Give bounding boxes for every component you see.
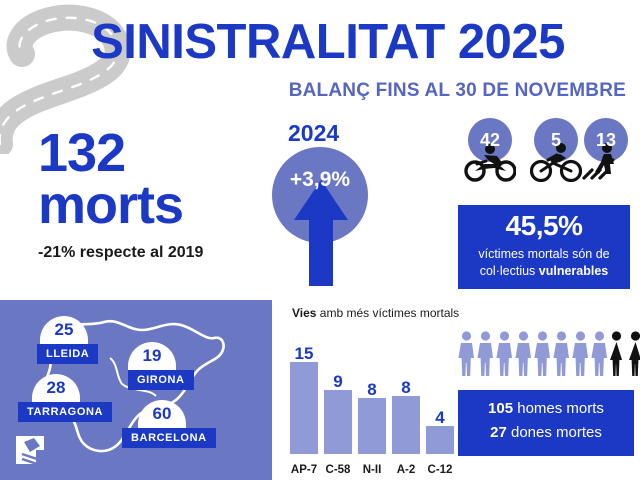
vulnerable-text-line1: víctimes mortals són de [478, 247, 610, 261]
map-badge-label: BARCELONA [122, 428, 216, 448]
gender-women-line: 27 dones mortes [458, 424, 634, 441]
bar-rect [324, 390, 352, 454]
gender-men-label: homes morts [513, 400, 604, 417]
bar-label: N-II [362, 464, 382, 476]
bar-group: 9 C-58 [324, 330, 352, 480]
vulnerable-count: 5 [550, 130, 561, 150]
bar-value: 8 [401, 378, 411, 397]
gender-women-label: dones mortes [506, 424, 602, 441]
male-person-icon [534, 331, 550, 376]
female-person-icon [629, 331, 640, 376]
map-badge-label: GIRONA [128, 370, 194, 390]
male-person-icon [572, 331, 588, 376]
chart-title-emphasis: Vies [292, 306, 317, 320]
bar-label: AP-7 [290, 464, 318, 476]
map-badge-label: TARRAGONA [18, 402, 113, 422]
bar-rect [358, 398, 386, 454]
vulnerable-text-prefix: col·lectius [479, 264, 539, 278]
motorcycle-icon [464, 144, 516, 182]
gender-men-line: 105 homes morts [458, 400, 634, 417]
map-badge-value: 60 [152, 404, 172, 423]
deaths-label: morts [38, 175, 184, 235]
bar-group: 15 AP-7 [290, 330, 318, 480]
pedestrian-icon [582, 143, 615, 180]
gender-men-count: 105 [488, 400, 514, 417]
vulnerable-count: 42 [479, 130, 501, 150]
map-panel: 25 LLEIDA 19 GIRONA 28 TARRAGONA 60 BARC… [0, 300, 272, 480]
bar-group: 8 A-2 [392, 330, 420, 480]
bar-group: 4 C-12 [426, 330, 454, 480]
vulnerable-stat-box [458, 205, 630, 289]
chart-title: Vies amb més víctimes mortals [292, 306, 459, 320]
page-title: SINISTRALITAT 2025 [91, 15, 565, 69]
gender-stat-box [458, 390, 634, 456]
gender-pictogram-row [458, 330, 640, 376]
bar-value: 8 [367, 380, 377, 399]
map-badge-value: 19 [142, 346, 162, 365]
vulnerable-count: 13 [595, 130, 617, 150]
vulnerable-circle [468, 118, 512, 162]
vulnerable-percent: 45,5% [505, 210, 583, 241]
male-person-icon [477, 331, 493, 376]
bar-label: A-2 [396, 464, 416, 476]
male-person-icon [496, 331, 512, 376]
male-person-icon [553, 331, 569, 376]
map-badge-label: LLEIDA [37, 344, 99, 364]
bar-label: C-58 [325, 464, 351, 476]
bicycle-icon [530, 143, 582, 182]
bar-value: 4 [435, 408, 445, 427]
bar-label: C-12 [427, 464, 453, 476]
bar-group: 8 N-II [358, 330, 386, 480]
gender-women-count: 27 [490, 424, 507, 441]
bar-rect [290, 362, 318, 454]
male-person-icon [458, 331, 474, 376]
trend-year: 2024 [288, 120, 340, 146]
male-person-icon [515, 331, 531, 376]
arrow-up-icon [294, 180, 348, 286]
gencat-logo-icon [16, 436, 44, 467]
chart-title-rest: amb més víctimes mortals [316, 306, 460, 320]
male-person-icon [591, 331, 607, 376]
trend-percent: +3,9% [289, 168, 351, 191]
deaths-comparison: -21% respecte al 2019 [38, 244, 204, 261]
map-badge-value: 25 [54, 320, 74, 339]
vulnerable-text-line2: col·lectius vulnerables [458, 264, 630, 278]
vulnerable-text-emphasis: vulnerables [538, 264, 609, 278]
page-subtitle: BALANÇ FINS AL 30 DE NOVEMBRE [288, 80, 626, 101]
bar-rect [426, 426, 454, 454]
map-badge-value: 28 [46, 378, 66, 397]
bar-value: 15 [294, 344, 314, 363]
female-person-icon [610, 331, 622, 376]
deaths-count: 132 [38, 123, 126, 183]
bar-value: 9 [333, 372, 343, 391]
bar-chart: 15 AP-7 9 C-58 8 N-II 8 A-2 4 C-12 [290, 330, 455, 480]
bar-rect [392, 396, 420, 454]
